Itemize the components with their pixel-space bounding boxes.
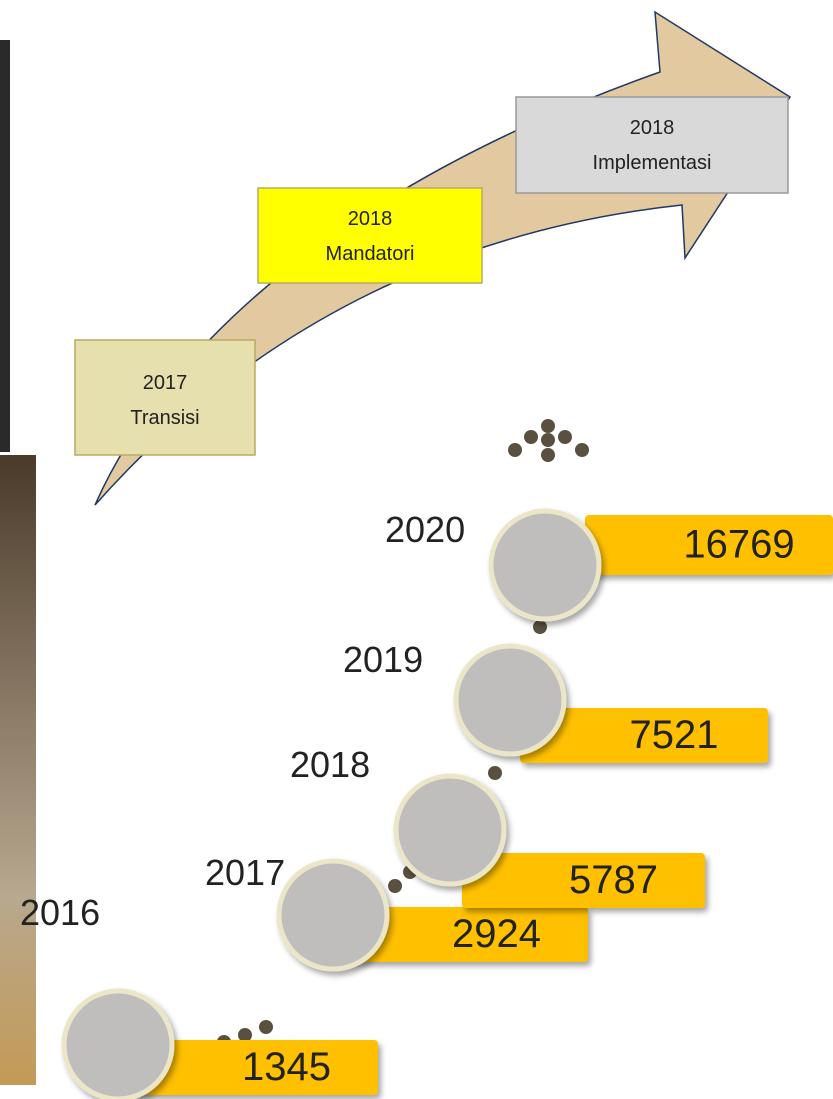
year-circle xyxy=(279,861,387,969)
phase: 2018 Implementasi xyxy=(516,97,788,193)
phase: 2017 Transisi xyxy=(75,340,255,455)
phase-year: 2018 xyxy=(630,117,675,139)
dot xyxy=(575,443,589,457)
timeline-item: 16769 2020 xyxy=(385,509,833,619)
year-circle xyxy=(456,646,564,754)
dot xyxy=(388,879,402,893)
value: 5787 xyxy=(569,858,658,902)
frame-edge xyxy=(0,40,10,452)
dot xyxy=(238,1028,252,1042)
phase-label: Transisi xyxy=(130,407,199,429)
value: 2924 xyxy=(452,912,541,956)
phase-box xyxy=(258,188,482,283)
dot xyxy=(541,433,555,447)
dot xyxy=(488,766,502,780)
phase-year: 2018 xyxy=(348,208,393,230)
phase-box xyxy=(75,340,255,455)
phase-box xyxy=(516,97,788,193)
year: 2018 xyxy=(290,744,370,785)
year: 2016 xyxy=(20,892,100,933)
dot xyxy=(533,620,547,634)
value: 16769 xyxy=(683,523,794,567)
dot xyxy=(508,443,522,457)
slide: 2017 Transisi 2018 Mandatori 2018 Implem… xyxy=(0,0,833,1099)
timeline-item: 7521 2019 xyxy=(343,639,768,763)
phase-year: 2017 xyxy=(143,372,188,394)
phase-label: Mandatori xyxy=(326,243,415,265)
year: 2020 xyxy=(385,509,465,550)
year-circle xyxy=(491,511,599,619)
year-circle xyxy=(64,991,172,1099)
dot xyxy=(259,1020,273,1034)
year: 2017 xyxy=(205,852,285,893)
timeline: 1345 2016 2924 2017 5787 2018 7521 2019 16769 202… xyxy=(20,509,833,1099)
year: 2019 xyxy=(343,639,423,680)
value: 1345 xyxy=(242,1045,331,1089)
dot xyxy=(524,430,538,444)
dot xyxy=(541,419,555,433)
photo xyxy=(0,455,36,1085)
value: 7521 xyxy=(630,713,719,757)
year-circle xyxy=(396,776,504,884)
phase: 2018 Mandatori xyxy=(258,188,482,283)
dot xyxy=(541,448,555,462)
phase-label: Implementasi xyxy=(593,152,712,174)
dot xyxy=(558,430,572,444)
